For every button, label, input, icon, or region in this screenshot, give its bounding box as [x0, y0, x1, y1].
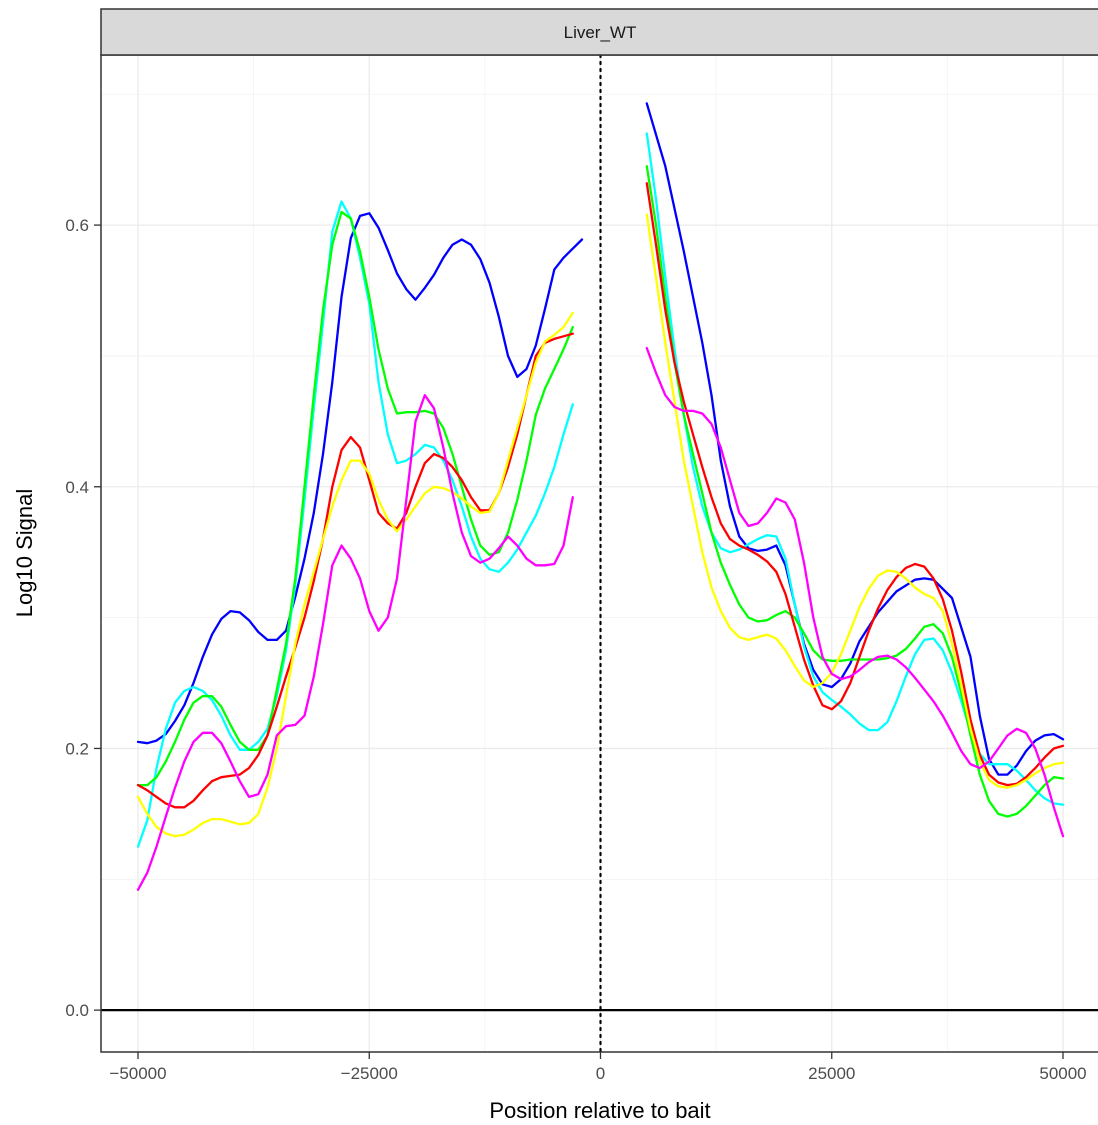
y-tick-label: 0.6	[65, 216, 89, 235]
facet-strip-label: Liver_WT	[564, 23, 637, 42]
facet-strip: Liver_WT	[100, 8, 1098, 56]
series-line	[645, 213, 1065, 789]
series-line	[645, 182, 1065, 787]
series-line	[645, 346, 1065, 838]
y-axis-title: Log10 Signal	[12, 489, 37, 617]
y-tick-label: 0.4	[65, 478, 89, 497]
axes: −50000 −25000 0 25000 50000 0.0 0.2 0.4 0.6	[65, 216, 1086, 1083]
y-tick-label: 0.0	[65, 1001, 89, 1020]
series-lines	[136, 102, 1065, 891]
series-line	[645, 165, 1065, 818]
y-tick-label: 0.2	[65, 739, 89, 758]
x-axis-title: Position relative to bait	[489, 1098, 710, 1123]
series-line	[645, 132, 1065, 806]
facet-strip-background	[100, 8, 1098, 56]
x-tick-label: −50000	[109, 1064, 166, 1083]
reference-lines	[101, 53, 1098, 1054]
x-tick-label: 50000	[1039, 1064, 1086, 1083]
series-line	[136, 311, 574, 838]
series-line	[136, 394, 574, 891]
x-tick-label: −25000	[341, 1064, 398, 1083]
series-line	[136, 210, 574, 787]
x-tick-label: 25000	[808, 1064, 855, 1083]
series-line	[136, 212, 584, 745]
x-tick-label: 0	[596, 1064, 605, 1083]
series-line	[645, 102, 1065, 776]
